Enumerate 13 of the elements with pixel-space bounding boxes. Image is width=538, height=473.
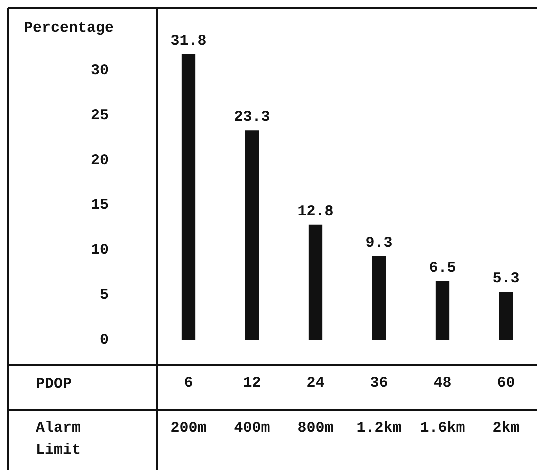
data-label: 12.8 xyxy=(298,203,334,220)
y-tick-label: 10 xyxy=(90,242,109,260)
y-tick-label: 20 xyxy=(90,152,109,170)
y-tick-label: 30 xyxy=(90,62,109,80)
y-axis-title: Percentage xyxy=(24,20,114,37)
data-label: 9.3 xyxy=(366,234,393,252)
y-tick-label: 25 xyxy=(90,107,109,124)
data-label: 6.5 xyxy=(429,260,456,277)
data-label: 5.3 xyxy=(492,270,520,288)
y-tick-label: 5 xyxy=(100,286,109,304)
data-label: 31.8 xyxy=(170,32,207,50)
y-tick-label: 15 xyxy=(90,197,109,214)
data-label: 23.3 xyxy=(234,109,270,126)
